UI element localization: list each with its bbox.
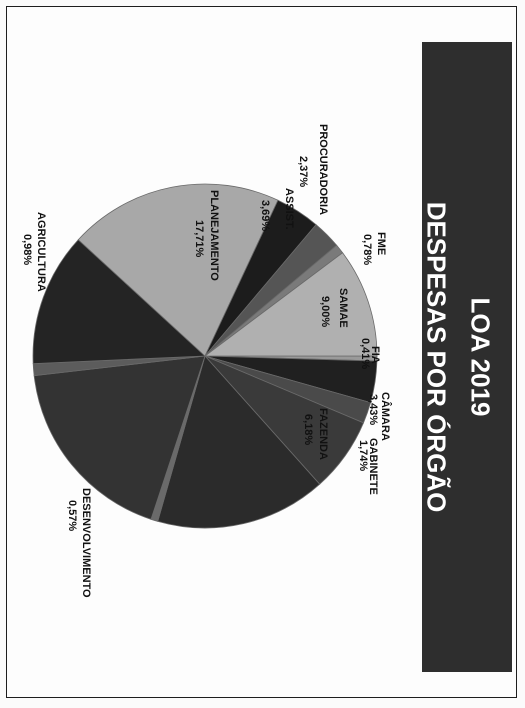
slice-label: PLANEJAMENTO	[208, 190, 220, 281]
slice-percent-label: 3,69%	[259, 200, 271, 231]
slice-percent-label: 2,37%	[297, 156, 309, 187]
slice-percent-label: 0,41%	[359, 338, 371, 369]
slice-label: FIA	[369, 346, 381, 364]
slice-percent-label: 17,71%	[193, 220, 205, 258]
slice-percent-label: 9,00%	[319, 296, 331, 327]
slice-percent-label: 1,74%	[357, 440, 369, 471]
slice-label: DESENVOLVIMENTO	[80, 488, 92, 598]
slice-percent-label: 0,98%	[21, 234, 33, 265]
slice-label: SAMAE	[337, 288, 349, 328]
slice-percent-label: 0,78%	[361, 234, 373, 265]
pie-slice-8	[32, 239, 206, 365]
slice-label: ASSIST.	[283, 188, 295, 230]
slice-percent-label: 0,57%	[66, 500, 78, 531]
slice-label: PROCURADORIA	[317, 124, 329, 215]
slice-percent-label: 3,43%	[367, 394, 379, 425]
slice-label: CÂMARA	[379, 392, 392, 441]
slice-label: AGRICULTURA	[35, 212, 47, 292]
title-band	[422, 42, 512, 672]
slice-label: GABINETE	[367, 438, 379, 495]
slice-label: FME	[375, 232, 387, 255]
pie-slice-6	[33, 355, 206, 520]
pie-slice-samae	[203, 252, 378, 357]
slice-label: FAZENDA	[317, 408, 329, 460]
pie-slice-4	[157, 355, 321, 529]
pie-slice-planejamento	[77, 183, 279, 357]
slice-percent-label: 6,18%	[302, 414, 314, 445]
